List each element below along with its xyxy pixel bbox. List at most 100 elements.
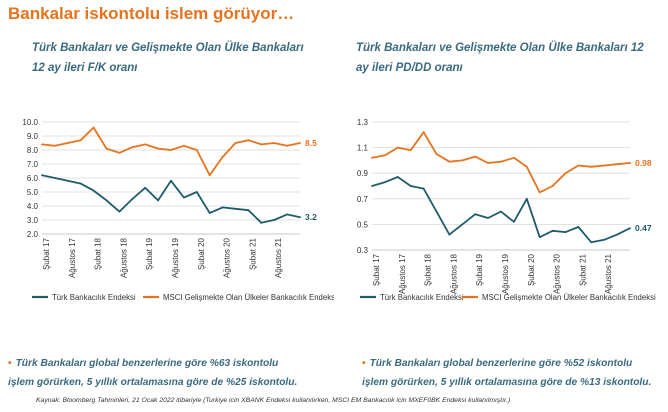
x-tick-label: Ağustos 21 <box>604 253 613 294</box>
data-point <box>551 229 554 232</box>
x-tick-label: Ağustos 17 <box>68 237 77 278</box>
data-point <box>396 146 399 149</box>
y-tick-label: 0.3 <box>357 246 369 255</box>
data-point <box>221 206 224 209</box>
data-point <box>183 196 185 199</box>
data-point <box>92 126 95 129</box>
data-point <box>157 147 160 150</box>
data-point <box>273 219 276 221</box>
x-tick-label: Şubat 19 <box>145 237 154 270</box>
data-point <box>487 162 489 164</box>
data-point <box>157 199 160 202</box>
data-point <box>195 191 198 193</box>
data-point <box>66 179 69 182</box>
right-note-line2: işlem görürken, 5 yıllık ortalamasına gö… <box>362 377 652 388</box>
x-tick-label: Şubat 17 <box>42 237 51 270</box>
data-point <box>247 139 250 142</box>
right-chart-note: • Türk Bankaları global benzerlerine göre… <box>362 354 662 392</box>
legend-label: Türk Bankacılık Endeksi <box>380 293 464 302</box>
data-point <box>474 213 477 216</box>
data-point <box>371 156 373 159</box>
data-point <box>409 149 412 152</box>
data-point <box>435 210 438 213</box>
right-note-line1: • Türk Bankaları global benzerlerine göre… <box>362 354 662 373</box>
data-point <box>105 199 108 202</box>
right-chart-title: Türk Bankaları ve Gelişmekte Olan Ülke B… <box>356 38 656 78</box>
left-chart-note: • Türk Bankaları global benzerlerine göre… <box>8 354 308 392</box>
data-point <box>92 189 95 192</box>
data-point <box>629 162 631 164</box>
data-point <box>564 231 567 233</box>
left-note-line2: işlem görürken, 5 yıllık ortalamasına gö… <box>8 377 298 388</box>
data-point <box>409 185 412 187</box>
data-point <box>448 233 451 236</box>
data-point <box>208 212 211 214</box>
data-point <box>384 181 386 184</box>
y-tick-label: 1.3 <box>357 118 369 127</box>
data-point <box>616 233 618 236</box>
data-point <box>131 146 134 149</box>
x-tick-label: Şubat 18 <box>94 237 103 270</box>
data-point <box>208 174 211 177</box>
y-tick-label: 2.0 <box>27 230 39 239</box>
data-point <box>234 142 237 144</box>
x-tick-label: Ağustos 19 <box>501 253 510 294</box>
data-point <box>221 156 224 158</box>
x-tick-label: Ağustos 17 <box>398 253 407 294</box>
x-tick-label: Şubat 21 <box>248 237 257 270</box>
x-tick-label: Ağustos 19 <box>171 237 180 278</box>
legend-label: MSCI Gelişmekte Olan Ülkeler Bankacılık … <box>163 293 334 302</box>
data-point <box>41 174 43 177</box>
right-chart-title-line2: ay ileri PD/DD oranı <box>356 62 463 74</box>
data-point <box>396 176 399 178</box>
left-note-line1-text: Türk Bankaları global benzerlerine göre … <box>15 358 279 369</box>
x-tick-label: Şubat 20 <box>527 253 536 286</box>
y-tick-label: 0.7 <box>357 195 369 204</box>
y-tick-label: 3.0 <box>27 216 39 225</box>
page-title: Bankalar iskontolu islem görüyor… <box>8 4 295 23</box>
data-point <box>538 191 541 194</box>
y-tick-label: 6.0 <box>27 174 39 183</box>
data-point <box>577 226 580 228</box>
data-point <box>551 185 554 187</box>
y-tick-label: 1.1 <box>357 144 369 153</box>
data-point <box>564 172 567 175</box>
data-point <box>144 143 147 146</box>
end-value-label: 3.2 <box>305 212 317 222</box>
data-point <box>118 210 121 213</box>
data-point <box>195 149 198 151</box>
x-tick-label: Ağustos 20 <box>553 253 562 294</box>
data-point <box>525 165 528 168</box>
data-point <box>170 149 172 151</box>
data-point <box>616 163 618 166</box>
data-point <box>118 151 121 154</box>
data-point <box>590 165 593 168</box>
end-value-label: 8.5 <box>305 138 317 148</box>
data-point <box>513 156 515 159</box>
data-point <box>371 185 373 187</box>
data-point <box>260 143 263 146</box>
series-line-msci-em-banks <box>41 126 301 177</box>
data-point <box>603 238 606 241</box>
y-tick-label: 4.0 <box>27 202 39 211</box>
end-value-label: 0.98 <box>635 158 652 168</box>
data-point <box>79 182 82 185</box>
data-point <box>629 227 631 230</box>
left-chart-title-line1: Türk Bankaları ve Gelişmekte Olan Ülke B… <box>32 42 304 54</box>
data-point <box>590 241 593 244</box>
data-point <box>299 216 301 219</box>
y-tick-label: 0.5 <box>357 220 369 229</box>
data-point <box>474 155 477 158</box>
x-tick-label: Ağustos 18 <box>449 253 458 294</box>
x-tick-label: Ağustos 18 <box>119 237 128 278</box>
data-point <box>461 159 464 162</box>
x-tick-label: Ağustos 20 <box>223 237 232 278</box>
data-point <box>247 209 250 212</box>
data-point <box>603 164 606 167</box>
y-tick-label: 0.9 <box>357 169 369 178</box>
x-tick-label: Ağustos 21 <box>274 237 283 278</box>
data-point <box>422 131 425 134</box>
data-point <box>54 144 56 147</box>
data-point <box>299 142 301 144</box>
